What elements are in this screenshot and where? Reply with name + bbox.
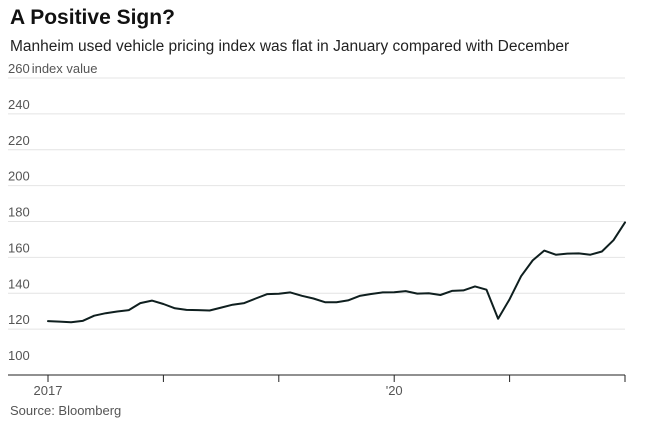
chart-title: A Positive Sign? — [10, 6, 175, 29]
y-unit-label: index value — [32, 61, 98, 76]
y-tick-label: 200 — [8, 169, 30, 184]
x-tick-label: 2017 — [34, 383, 63, 398]
chart-subtitle: Manheim used vehicle pricing index was f… — [10, 38, 570, 55]
y-axis-ticks: 100 120 140 160 180 200 220 240 260 index value — [8, 61, 97, 363]
source-note: Source: Bloomberg — [10, 403, 122, 418]
y-tick-label: 140 — [8, 276, 30, 291]
y-tick-label: 180 — [8, 205, 30, 220]
y-tick-label: 260 index value — [8, 61, 97, 76]
y-tick-label: 220 — [8, 133, 30, 148]
series-line — [47, 221, 626, 324]
y-tick-label: 160 — [8, 240, 30, 255]
y-tick-label: 120 — [8, 312, 30, 327]
x-axis: 2017 '20 — [8, 374, 626, 398]
grid-layer — [8, 77, 625, 330]
x-tick-label: '20 — [386, 383, 403, 398]
y-tick-label: 240 — [8, 97, 30, 112]
y-tick-label: 100 — [8, 348, 30, 363]
series-layer — [47, 221, 626, 324]
